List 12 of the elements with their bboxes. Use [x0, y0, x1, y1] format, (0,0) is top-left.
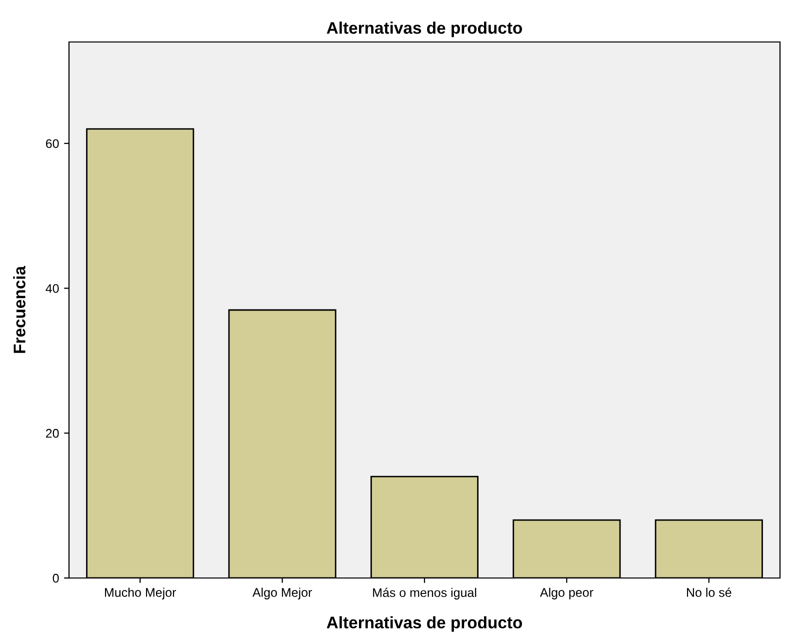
x-tick-label: Algo peor [540, 588, 594, 600]
y-axis-title: Frecuencia [13, 266, 26, 353]
x-tick-label: Más o menos igual [373, 588, 476, 600]
y-tick-label: 40 [46, 284, 59, 293]
y-tick-label: 20 [46, 428, 59, 438]
y-tick-label: 60 [46, 139, 59, 148]
chart-title: Alternativas de producto [326, 22, 522, 38]
y-tick-label: 0 [52, 574, 59, 583]
x-tick-label: Algo Mejor [252, 588, 312, 600]
x-tick-label: No lo sé [687, 588, 732, 597]
x-tick-label: Mucho Mejor [105, 588, 176, 600]
x-axis-title: Alternativas de producto [326, 616, 522, 632]
